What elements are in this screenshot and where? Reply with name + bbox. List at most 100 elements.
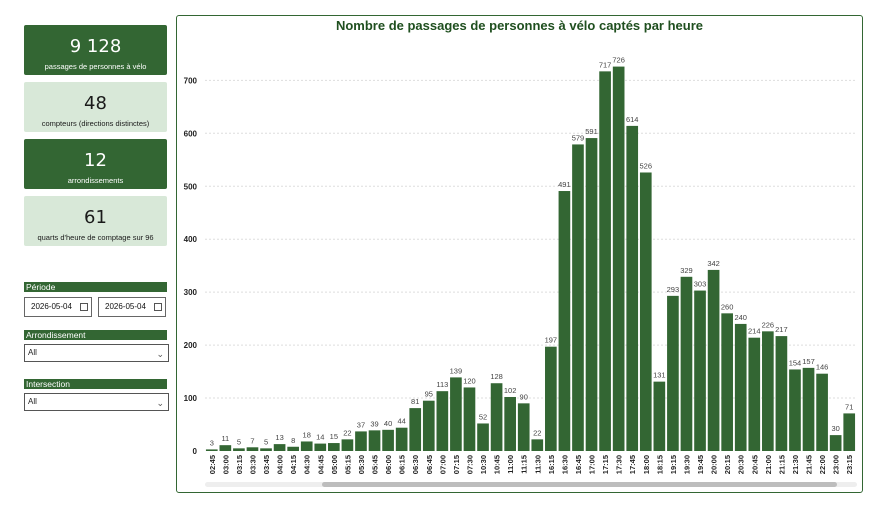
x-tick-label: 16:45 xyxy=(574,455,583,474)
kpi-card: 12 arrondissements xyxy=(24,139,167,189)
scrollbar-thumb[interactable] xyxy=(322,482,837,487)
bar xyxy=(667,295,679,451)
x-tick-label: 10:45 xyxy=(493,455,502,474)
x-tick-label: 04:45 xyxy=(316,455,325,474)
bar xyxy=(450,377,462,451)
bar xyxy=(300,441,313,451)
data-label: 579 xyxy=(572,133,585,142)
bar xyxy=(328,443,340,451)
x-tick-label: 23:15 xyxy=(845,455,854,474)
data-label: 526 xyxy=(640,161,653,170)
y-tick-label: 500 xyxy=(184,182,198,191)
x-tick-label: 06:30 xyxy=(411,455,420,474)
data-label: 614 xyxy=(626,115,639,124)
calendar-icon[interactable] xyxy=(154,303,162,311)
bar xyxy=(504,396,516,451)
x-tick-label: 17:15 xyxy=(601,455,610,474)
x-tick-label: 21:00 xyxy=(764,455,773,474)
date-end-input[interactable]: 2026-05-04 xyxy=(98,297,166,317)
data-label: 120 xyxy=(463,376,476,385)
data-label: 157 xyxy=(802,357,815,366)
bar xyxy=(612,66,625,451)
data-label: 5 xyxy=(264,437,268,446)
data-label: 197 xyxy=(545,336,558,345)
date-start-input[interactable]: 2026-05-04 xyxy=(24,297,92,317)
bar xyxy=(816,373,828,451)
data-label: 44 xyxy=(397,417,405,426)
data-label: 8 xyxy=(291,436,295,445)
data-label: 131 xyxy=(653,371,666,380)
data-label: 5 xyxy=(237,437,241,446)
date-end-value: 2026-05-04 xyxy=(105,302,146,311)
y-tick-label: 400 xyxy=(184,235,198,244)
x-tick-label: 21:45 xyxy=(805,455,814,474)
bar xyxy=(789,369,801,451)
arrondissement-select[interactable]: All ⌄ xyxy=(24,344,169,362)
chevron-down-icon[interactable]: ⌄ xyxy=(156,349,164,359)
data-label: 342 xyxy=(707,259,720,268)
data-label: 491 xyxy=(558,180,571,189)
x-tick-label: 18:00 xyxy=(642,455,651,474)
kpi-value: 48 xyxy=(84,93,107,114)
data-label: 37 xyxy=(357,420,365,429)
x-tick-label: 16:15 xyxy=(547,455,556,474)
date-start-value: 2026-05-04 xyxy=(31,302,72,311)
bar xyxy=(219,445,232,451)
x-tick-label: 20:00 xyxy=(710,455,719,474)
bar xyxy=(653,381,666,451)
bar xyxy=(829,435,842,451)
data-label: 214 xyxy=(748,327,761,336)
bar xyxy=(802,367,815,451)
data-label: 139 xyxy=(450,366,463,375)
data-label: 240 xyxy=(734,313,747,322)
intersection-value: All xyxy=(28,397,37,406)
kpi-label: compteurs (directions distinctes) xyxy=(41,119,150,128)
x-tick-label: 06:15 xyxy=(398,455,407,474)
kpi-label: passages de personnes à vélo xyxy=(44,62,147,71)
data-label: 81 xyxy=(411,397,419,406)
bar xyxy=(680,276,693,451)
x-tick-label: 05:45 xyxy=(371,455,380,474)
x-tick-label: 03:45 xyxy=(262,455,271,474)
data-label: 18 xyxy=(303,430,311,439)
x-tick-label: 16:30 xyxy=(560,455,569,474)
data-label: 293 xyxy=(667,285,680,294)
bar xyxy=(762,331,774,451)
data-label: 13 xyxy=(275,433,283,442)
data-label: 226 xyxy=(762,320,775,329)
x-tick-label: 11:30 xyxy=(533,455,542,474)
x-tick-label: 04:00 xyxy=(276,455,285,474)
bar xyxy=(260,448,272,451)
data-label: 3 xyxy=(210,438,214,447)
bar xyxy=(734,323,747,451)
bar xyxy=(707,269,720,451)
bar xyxy=(314,443,327,451)
x-tick-label: 19:45 xyxy=(696,455,705,474)
x-tick-label: 11:00 xyxy=(506,455,515,474)
x-tick-label: 06:45 xyxy=(425,455,434,474)
bar xyxy=(721,313,733,451)
x-tick-label: 07:00 xyxy=(438,455,447,474)
x-tick-label: 19:15 xyxy=(669,455,678,474)
data-label: 71 xyxy=(845,402,853,411)
x-tick-label: 17:45 xyxy=(628,455,637,474)
intersection-label: Intersection xyxy=(24,379,167,389)
x-tick-label: 21:30 xyxy=(791,455,800,474)
bar xyxy=(748,337,761,451)
x-tick-label: 17:30 xyxy=(615,455,624,474)
bar xyxy=(436,391,449,451)
calendar-icon[interactable] xyxy=(80,303,88,311)
chevron-down-icon[interactable]: ⌄ xyxy=(156,398,164,408)
x-tick-label: 07:15 xyxy=(452,455,461,474)
data-label: 303 xyxy=(694,280,707,289)
y-tick-label: 300 xyxy=(184,288,198,297)
bar xyxy=(490,383,503,451)
data-label: 95 xyxy=(425,390,433,399)
data-label: 329 xyxy=(680,266,693,275)
kpi-card: 9 128 passages de personnes à vélo xyxy=(24,25,167,75)
data-label: 22 xyxy=(533,428,541,437)
intersection-select[interactable]: All ⌄ xyxy=(24,393,169,411)
bar xyxy=(341,439,354,451)
bar xyxy=(205,449,218,451)
